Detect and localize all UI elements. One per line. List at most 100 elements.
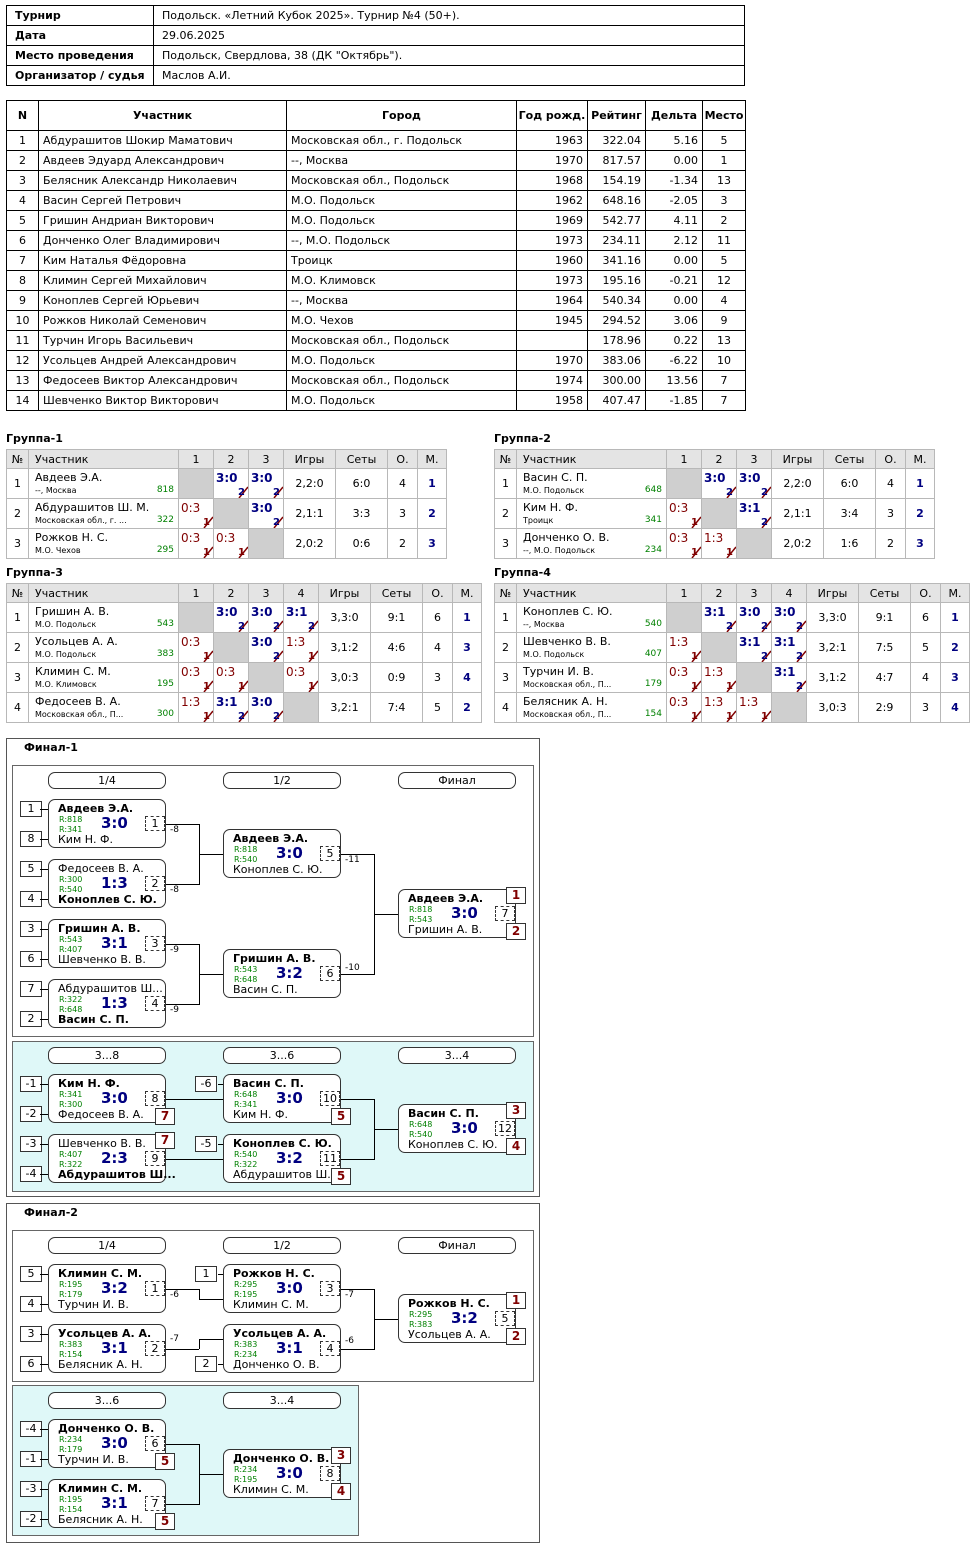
- rating-top: R:818: [409, 905, 433, 914]
- match-points: 2: [273, 517, 280, 528]
- place-box: 4: [506, 1138, 526, 1155]
- player-city: М.О. Подольск: [35, 650, 97, 659]
- match-number: 10: [320, 1091, 340, 1106]
- player-rating: 818: [156, 485, 174, 495]
- place-box: 7: [155, 1132, 175, 1149]
- info-label: Турнир: [6, 5, 154, 26]
- match-box: Рожков Н. С. R:295 R:195 3:0 3 Климин С. М.: [223, 1264, 341, 1313]
- participant-cell: 648.16: [587, 190, 646, 211]
- player-top: Коноплев С. Ю.: [233, 1137, 332, 1150]
- score-cell: 1:3 1: [283, 632, 319, 663]
- loser-label: -6: [170, 1290, 179, 1300]
- match-score: 0:3: [669, 501, 689, 515]
- player-city: М.О. Чехов: [35, 546, 81, 555]
- player-cell: Донченко О. В. --, М.О. Подольск 234: [516, 528, 667, 559]
- match-score: 3:0: [739, 605, 761, 619]
- points-cell: 3: [875, 498, 906, 529]
- match-box: Васин С. П. R:648 R:341 3:0 10 Ким Н. Ф.: [223, 1074, 341, 1123]
- round-label: 3...8: [48, 1047, 166, 1064]
- player-city: --, Москва: [35, 486, 77, 495]
- participant-row: 9 Коноплев Сергей Юрьевич --, Москва 1964 54…: [6, 290, 746, 311]
- place-cell: 2: [417, 498, 447, 529]
- player-rating: 383: [156, 649, 174, 659]
- match-box: Климин С. М. R:195 R:154 3:1 7 Белясник А. Н.: [48, 1479, 166, 1528]
- bracket-line: [166, 824, 199, 825]
- player-name: Турчин И. В.: [523, 665, 594, 678]
- participant-cell: 10: [6, 310, 39, 331]
- match-points: 1: [203, 547, 210, 558]
- match-score: 1:3: [669, 635, 689, 649]
- player-bottom: Гришин А. В.: [408, 923, 483, 936]
- player-name: Усольцев А. А.: [35, 635, 118, 648]
- loser-label: -9: [170, 945, 179, 955]
- group-row: 2 Шевченко В. В. М.О. Подольск 407 1:3 1 3:1 2 3…: [494, 632, 970, 663]
- participant-cell: М.О. Климовск: [286, 270, 517, 291]
- group-row: 1 Коноплев С. Ю. --, Москва 540 3:1 2 3:0 2 3:0 2…: [494, 602, 970, 633]
- match-score: 3:0: [101, 1434, 128, 1452]
- place-box: 4: [331, 1483, 351, 1500]
- info-label: Организатор / судья: [6, 65, 154, 86]
- score-cell: 0:3 1: [178, 632, 214, 663]
- participant-cell: 1964: [516, 290, 588, 311]
- rating-bottom: R:322: [59, 1160, 83, 1169]
- player-cell: Авдеев Э.А. --, Москва 818: [28, 468, 179, 499]
- player-bottom: Ким Н. Ф.: [58, 833, 113, 846]
- bracket-line: [40, 1304, 48, 1305]
- participant-cell: --, М.О. Подольск: [286, 230, 517, 251]
- round-label: 3...6: [223, 1047, 341, 1064]
- info-label: Место проведения: [6, 45, 154, 66]
- player-name: Абдурашитов Ш. М.: [35, 501, 150, 514]
- seed-box: -4: [20, 1421, 42, 1437]
- participant-cell: 9: [702, 310, 746, 331]
- player-bottom: Турчин И. В.: [58, 1453, 129, 1466]
- participant-cell: 178.96: [587, 330, 646, 351]
- rating-top: R:648: [409, 1120, 433, 1129]
- player-city: М.О. Подольск: [523, 486, 585, 495]
- match-box: Авдеев Э.А. R:818 R:341 3:0 1 Ким Н. Ф.: [48, 799, 166, 848]
- match-number: 2: [145, 1341, 165, 1356]
- seed-box: 7: [20, 981, 42, 997]
- player-city: Московская обл., П...: [523, 710, 612, 719]
- bracket-line: [166, 1349, 199, 1350]
- match-score: 3:0: [451, 904, 478, 922]
- participant-cell: 5: [702, 130, 746, 151]
- column-header: 2: [213, 583, 249, 603]
- player-top: Абдурашитов Ш...: [58, 982, 163, 995]
- match-score: 3:1: [286, 605, 308, 619]
- sets-cell: 7:5: [858, 632, 911, 663]
- info-row: Организатор / судья Маслов А.И.: [6, 65, 745, 86]
- rating-top: R:195: [59, 1495, 83, 1504]
- bracket-line: [218, 1084, 223, 1085]
- sets-cell: 3:3: [335, 498, 388, 529]
- player-top: Федосеев В. А.: [58, 862, 144, 875]
- player-city: --, Москва: [523, 620, 565, 629]
- participant-cell: 13: [702, 330, 746, 351]
- player-number: 3: [494, 528, 517, 559]
- column-header: Сеты: [823, 449, 876, 469]
- participant-cell: Ким Наталья Фёдоровна: [38, 250, 287, 271]
- match-score: 1:3: [739, 695, 759, 709]
- round-label: 1/2: [223, 1237, 341, 1254]
- group-table: № Участник 1 2 3 Игры Сеты О. М. 1 Авдеев Э.А. --, …: [6, 449, 447, 559]
- player-bottom: Коноплев С. Ю.: [233, 863, 323, 876]
- participant-cell: 7: [702, 370, 746, 391]
- player-name: Климин С. М.: [35, 665, 111, 678]
- player-bottom: Турчин И. В.: [58, 1298, 129, 1311]
- place-box: 5: [155, 1453, 175, 1470]
- column-header: Город: [286, 100, 517, 131]
- score-cell: 3:1 2: [283, 602, 319, 633]
- player-top: Гришин А. В.: [233, 952, 316, 965]
- bracket-line: [40, 1174, 48, 1175]
- participant-cell: --, Москва: [286, 150, 517, 171]
- participant-cell: Московская обл., Подольск: [286, 330, 517, 351]
- player-rating: 540: [644, 619, 662, 629]
- sets-cell: 9:1: [370, 602, 423, 633]
- rating-bottom: R:322: [234, 1160, 258, 1169]
- info-row: Место проведения Подольск, Свердлова, 38 …: [6, 45, 745, 66]
- match-number: 4: [145, 996, 165, 1011]
- points-cell: 3: [387, 498, 418, 529]
- rating-top: R:234: [59, 1435, 83, 1444]
- participant-cell: 1963: [516, 130, 588, 151]
- player-rating: 295: [156, 545, 174, 555]
- group-table: № Участник 1 2 3 4 Игры Сеты О. М. 1 Гришин А. В. М.…: [6, 583, 482, 723]
